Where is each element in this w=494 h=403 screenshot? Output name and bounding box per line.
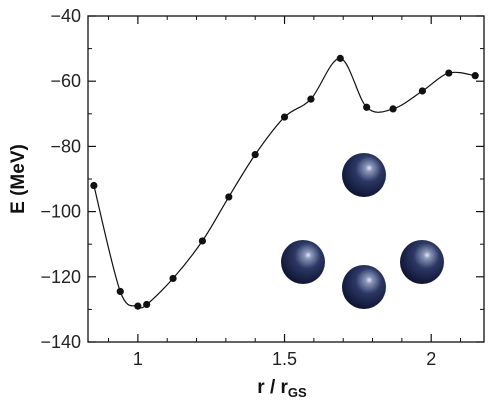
sphere-icon <box>281 240 325 284</box>
x-axis-title: r / rGS <box>257 377 307 400</box>
data-point <box>418 87 426 95</box>
sphere-icon <box>400 240 444 284</box>
data-point <box>280 113 289 121</box>
data-point <box>307 95 315 103</box>
data-point <box>116 287 124 296</box>
data-point <box>251 150 259 159</box>
data-point <box>389 105 397 113</box>
y-tick-label: −100 <box>40 202 81 222</box>
plot-frame <box>87 15 485 343</box>
y-tick-label: −60 <box>50 71 81 91</box>
x-axis-title-subscript: GS <box>288 385 307 400</box>
data-point <box>90 181 98 190</box>
axis-ticks <box>88 15 484 343</box>
data-point <box>143 300 151 309</box>
data-point <box>169 274 177 283</box>
data-point <box>471 72 479 80</box>
x-tick-label: 1.5 <box>272 349 297 369</box>
data-point <box>336 54 344 62</box>
y-axis-title: E (MeV) <box>8 144 29 214</box>
x-tick-label: 1 <box>133 349 143 369</box>
data-point <box>134 302 142 310</box>
y-tick-label: −120 <box>40 267 81 287</box>
data-point <box>363 103 371 111</box>
y-tick-label: −140 <box>40 332 81 352</box>
tick-labels: −140 −120 −100 −80 −60 −40 1 1.5 2 <box>40 6 436 369</box>
y-tick-label: −80 <box>50 136 81 156</box>
data-point <box>445 69 453 77</box>
sphere-icon <box>342 153 386 197</box>
data-points <box>90 54 479 310</box>
x-tick-label: 2 <box>426 349 436 369</box>
x-axis-title-main: r / r <box>257 377 288 398</box>
sphere-icon <box>342 265 386 309</box>
data-point <box>225 193 233 201</box>
y-tick-label: −40 <box>50 6 81 26</box>
cluster-illustration <box>281 153 444 309</box>
data-point <box>198 237 206 245</box>
